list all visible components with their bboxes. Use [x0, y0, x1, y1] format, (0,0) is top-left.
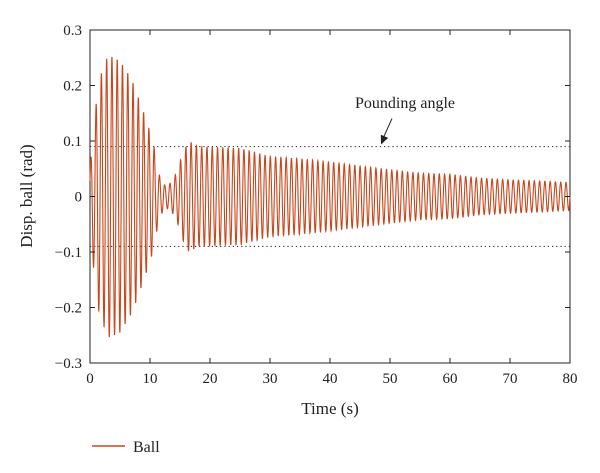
x-tick-label: 20: [203, 371, 218, 387]
y-tick-label: 0.3: [63, 23, 82, 39]
annotation-arrow-shaft: [382, 118, 393, 139]
x-tick-label: 10: [143, 371, 158, 387]
x-tick-label: 60: [443, 371, 458, 387]
y-tick-label: −0.2: [55, 301, 82, 317]
x-tick-label: 80: [563, 371, 578, 387]
y-tick-label: −0.3: [55, 356, 82, 372]
x-tick-label: 70: [503, 371, 518, 387]
x-tick-label: 50: [383, 371, 398, 387]
series-line-ball: [89, 56, 571, 338]
y-tick-label: 0.1: [63, 134, 82, 150]
y-tick-label: 0.2: [63, 79, 82, 95]
x-axis-label: Time (s): [301, 399, 358, 418]
pounding-angle-annotation: Pounding angle: [355, 95, 455, 112]
annotation-arrow-head: [380, 134, 389, 145]
x-tick-label: 30: [263, 371, 278, 387]
y-tick-label: 0: [75, 190, 83, 206]
y-axis-label: Disp. ball (rad): [17, 144, 36, 247]
legend-label-ball: Ball: [133, 439, 160, 456]
x-tick-label: 0: [86, 371, 94, 387]
y-tick-label: −0.1: [55, 245, 82, 261]
x-tick-label: 40: [323, 371, 338, 387]
